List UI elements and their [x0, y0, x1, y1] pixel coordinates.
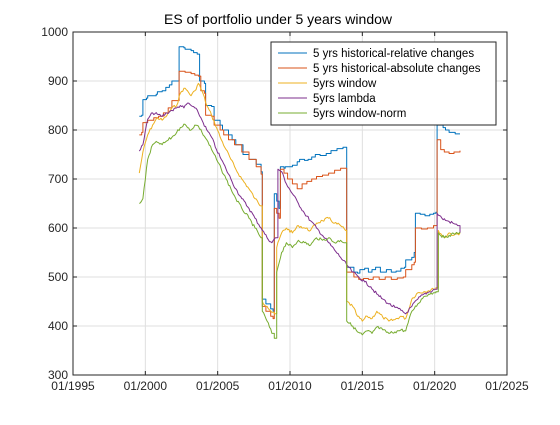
x-tick-label: 01/2025: [485, 379, 529, 393]
x-tick-label: 01/2000: [124, 379, 168, 393]
legend-label: 5 yrs historical-absolute changes: [313, 63, 481, 75]
x-tick-label: 01/2010: [268, 379, 312, 393]
series-line-2: [139, 70, 461, 320]
legend-box: [270, 41, 497, 126]
y-tick-label: 1000: [41, 25, 68, 39]
series-line-1: [139, 46, 460, 312]
series-line-4: [138, 102, 461, 315]
y-tick-label: 400: [48, 319, 68, 333]
y-tick-label: 700: [48, 172, 68, 186]
series-line-5: [139, 123, 461, 339]
legend-label: 5yrs lambda: [313, 93, 376, 105]
legend: 5 yrs historical-relative changes 5 yrs h…: [270, 41, 497, 126]
x-tick-label: 01/2005: [196, 379, 240, 393]
series-layer: [138, 46, 461, 339]
y-tick-label: 600: [48, 221, 68, 235]
series-line-3: [138, 82, 461, 322]
tick-layer: 01/1995 01/2000 01/2005 01/2010 01/2015 01/20…: [41, 25, 529, 393]
chart-title: ES of portfolio under 5 years window: [164, 11, 393, 27]
legend-label: 5yrs window-norm: [313, 108, 406, 120]
legend-label: 5yrs window: [313, 78, 377, 90]
x-tick-label: 01/1995: [51, 379, 95, 393]
y-tick-label: 900: [48, 74, 68, 88]
y-tick-label: 300: [48, 368, 68, 382]
y-tick-label: 800: [48, 123, 68, 137]
legend-label: 5 yrs historical-relative changes: [313, 48, 474, 60]
x-tick-label: 01/2015: [341, 379, 385, 393]
x-tick-label: 01/2020: [413, 379, 457, 393]
y-tick-label: 500: [48, 270, 68, 284]
